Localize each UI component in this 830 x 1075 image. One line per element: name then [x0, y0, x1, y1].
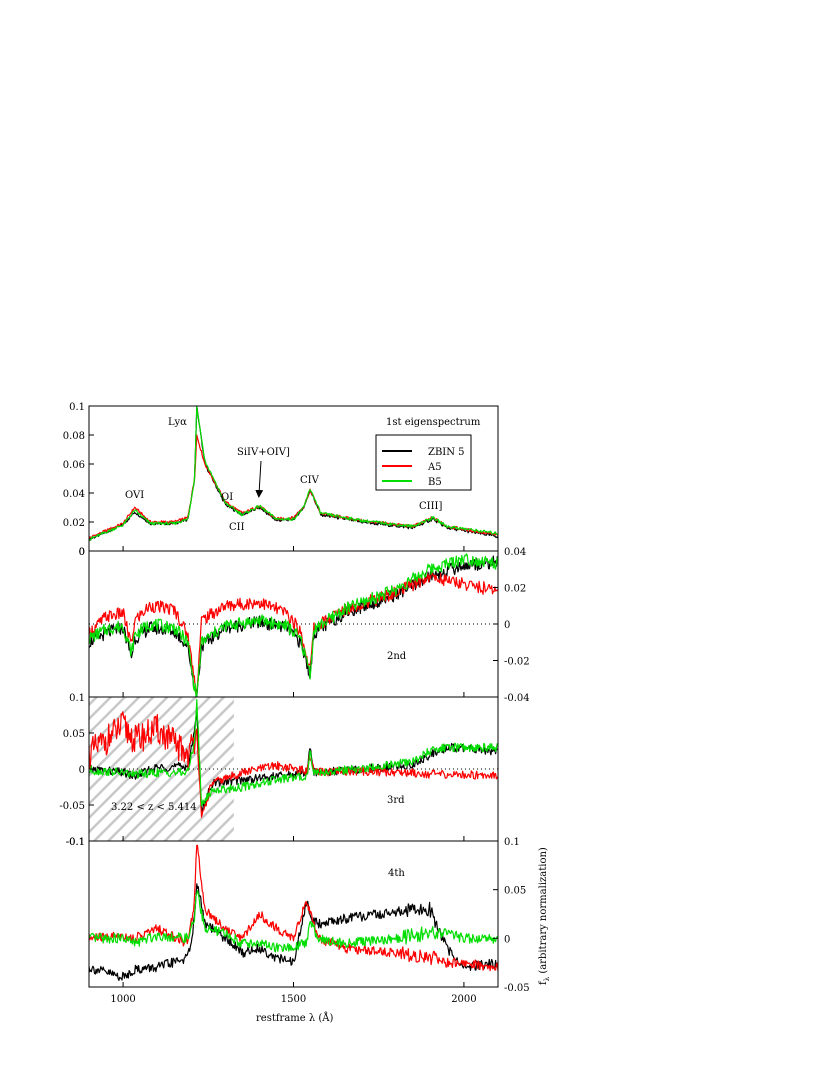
left-tick-label: 0.05 [63, 729, 85, 740]
legend-label-b5: B5 [428, 477, 442, 488]
series-line-b5 [88, 553, 499, 698]
panel-frame [88, 840, 499, 988]
series-line-a5 [88, 572, 499, 695]
right-tick-label: 0.05 [504, 886, 526, 897]
annotation-ovi: OVI [125, 490, 144, 501]
left-tick-label: 0 [79, 765, 85, 776]
series-line-b5 [88, 890, 499, 953]
panel-title-3rd: 3rd [387, 795, 405, 806]
left-tick-label: -0.05 [59, 801, 85, 812]
right-tick-label: 0.04 [504, 547, 526, 558]
right-tick-label: -0.05 [504, 983, 530, 994]
panel-title-1st: 1st eigenspectrum [386, 417, 481, 428]
annotation-ciii: CIII] [419, 501, 443, 512]
right-tick-label: -0.04 [504, 693, 530, 704]
series-line-zbin5 [88, 883, 499, 981]
annotation-civ: CIV [300, 475, 320, 486]
redshift-note: 3.22 < z < 5.414 [111, 802, 197, 813]
left-tick-label: 0.02 [63, 518, 85, 529]
left-tick-label: 0 [79, 547, 85, 558]
x-tick-label: 1000 [110, 994, 135, 1005]
annotation-siiv-oiv: SiIV+OIV] [237, 447, 290, 458]
panel-title-4th: 4th [388, 868, 405, 879]
left-tick-label: 0.1 [69, 693, 85, 704]
annotation-arrow [255, 460, 264, 498]
series-line-b5 [88, 699, 499, 807]
annotation-oi: OI [221, 492, 233, 503]
series-line-a5 [88, 711, 499, 818]
annotation-lya: Lyα [168, 417, 187, 428]
y-axis-title-sub: λ [543, 976, 551, 981]
left-tick-label: 0.1 [69, 402, 85, 413]
left-tick-label: 0.06 [63, 460, 85, 471]
series-line-b5 [88, 406, 499, 542]
panel-3rd: 0.1 0.05 0 -0.05 -0.1 -0.04 [59, 693, 529, 848]
y-axis-title-rest: (arbitrary normalization) [538, 847, 549, 977]
annotation-cii: CII [229, 522, 245, 533]
panel-title-2nd: 2nd [387, 651, 407, 662]
left-tick-label: 0.08 [63, 431, 85, 442]
x-tick-label: 2000 [451, 994, 476, 1005]
right-tick-label: 0.02 [504, 584, 526, 595]
x-tick-labels: 1000 1500 2000 [110, 994, 476, 1005]
right-tick-label: 0 [504, 620, 510, 631]
left-tick-label: 0.04 [63, 489, 85, 500]
x-tick-label: 1500 [281, 994, 306, 1005]
right-tick-label: -0.02 [504, 657, 530, 668]
series-line-a5 [88, 844, 499, 972]
left-tick-label: -0.1 [66, 837, 85, 848]
y-axis-title-f: f [538, 980, 549, 985]
right-tick-label: 0 [504, 934, 510, 945]
legend: ZBIN 5 A5 B5 [375, 434, 472, 491]
legend-label-a5: A5 [427, 462, 442, 473]
legend-label-zbin5: ZBIN 5 [428, 447, 465, 458]
panel-2nd: 0 0.04 0.02 0 -0.02 [79, 547, 530, 698]
panel-4th: -0.1 0.1 0.05 0 -0.05 [66, 837, 530, 994]
left-tick-label: -0.1 [66, 837, 85, 848]
y-axis-title: fλ (arbitrary normalization) [538, 847, 551, 985]
x-axis-title: restframe λ (Å) [256, 1012, 334, 1024]
right-tick-label: 0.1 [504, 837, 520, 848]
left-tick-label: 0 [79, 547, 85, 558]
